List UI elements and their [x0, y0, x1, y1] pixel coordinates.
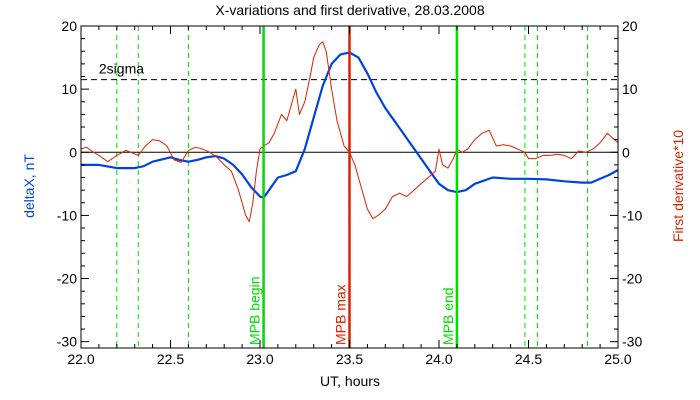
series-derivative-line [80, 41, 619, 223]
y-tick-label-left: -30 [57, 334, 77, 350]
chart-title: X-variations and first derivative, 28.03… [215, 2, 484, 18]
x-tick-label: 24.5 [515, 351, 542, 367]
marker-label-mpb-end: MPB end [440, 287, 456, 345]
y-axis-label-left: deltaX, nT [21, 154, 37, 218]
x-tick-label: 22.5 [157, 351, 184, 367]
y-tick-label-right: 10 [622, 81, 638, 97]
y-tick-label-right: -20 [622, 271, 642, 287]
y-tick-label-left: 20 [61, 18, 77, 34]
series-deltaX-line [81, 51, 619, 199]
y-axis-label-right: First derivative*10 [670, 130, 686, 242]
y-tick-label-right: 20 [622, 18, 638, 34]
marker-label-mpb-begin: MPB begin [247, 277, 263, 345]
plot-frame [80, 25, 619, 349]
y-tick-label-right: 0 [622, 144, 630, 160]
x-tick-label: 25.0 [604, 351, 631, 367]
y-tick-label-left: -10 [57, 207, 77, 223]
marker-label-mpb-max: MPB max [333, 284, 349, 345]
x-axis-label: UT, hours [320, 373, 380, 389]
plot-area: 2sigma MPB begin MPB max MPB end 22.0 22.5 23.… [57, 18, 643, 367]
x-tick-label: 23.5 [336, 351, 363, 367]
y-tick-label-right: -30 [622, 334, 642, 350]
x-tick-label: 22.0 [67, 351, 94, 367]
y-tick-label-right: -10 [622, 207, 642, 223]
y-tick-label-left: 10 [61, 81, 77, 97]
x-tick-label: 24.0 [425, 351, 452, 367]
x-tick-label: 23.0 [246, 351, 273, 367]
y-tick-label-left: 0 [69, 144, 77, 160]
y-tick-label-left: -20 [57, 271, 77, 287]
reference-label-2sigma: 2sigma [99, 61, 144, 77]
